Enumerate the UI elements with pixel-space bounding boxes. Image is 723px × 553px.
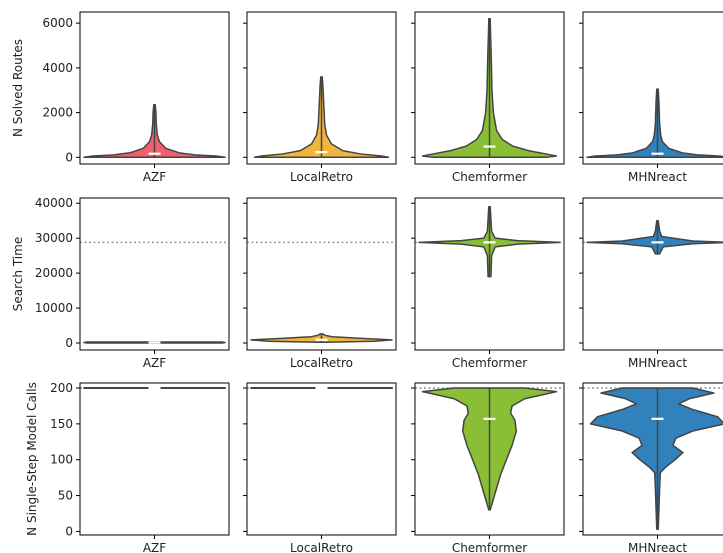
y-axis-label: N Single-Step Model Calls [25,382,39,536]
violin-mhnreact [586,219,723,255]
subplot-frame [246,197,397,351]
subplot-mhnreact: MHNreact [579,382,723,553]
y-axis-label: Search Time [11,237,25,311]
subplot-frame [79,197,230,351]
x-tick-label: Chemformer [452,541,527,553]
y-tick-label: 100 [50,453,73,467]
y-tick-label: 150 [50,417,73,431]
x-tick-label: LocalRetro [290,356,353,370]
subplot-chemformer: Chemformer [411,197,565,370]
y-tick-label: 30000 [35,231,73,245]
x-tick-label: LocalRetro [290,170,353,184]
subplot-frame [582,197,723,351]
subplot-azf: 0 50 100 150 200 AZF [50,381,230,553]
y-tick-label: 0 [65,336,73,350]
y-tick-label: 40000 [35,196,73,210]
y-tick-label: 20000 [35,266,73,280]
subplot-localretro: LocalRetro [243,382,397,553]
subplot-chemformer: Chemformer [411,382,565,553]
y-tick-label: 0 [65,524,73,538]
x-tick-label: MHNreact [628,541,687,553]
x-tick-label: LocalRetro [290,541,353,553]
y-tick-label: 10000 [35,301,73,315]
x-tick-label: AZF [143,541,166,553]
subplot-chemformer: Chemformer [411,11,565,184]
subplot-azf: 0 2000 4000 6000 AZF [42,11,230,184]
x-tick-label: AZF [143,356,166,370]
y-axis-label: N Solved Routes [11,39,25,137]
subplot-azf: 0 10000 20000 30000 40000 AZF [35,196,230,370]
subplot-frame [79,382,230,536]
violin-mhnreact [586,88,723,159]
subplot-localretro: LocalRetro [243,197,397,370]
x-tick-label: AZF [143,170,166,184]
x-tick-label: MHNreact [628,356,687,370]
y-tick-label: 200 [50,381,73,395]
x-tick-label: MHNreact [628,170,687,184]
subplot-frame [246,382,397,536]
y-tick-label: 6000 [42,16,73,30]
y-tick-label: 4000 [42,61,73,75]
subplot-mhnreact: MHNreact [579,197,723,370]
y-tick-label: 2000 [42,106,73,120]
subplot-mhnreact: MHNreact [579,11,723,184]
subplot-localretro: LocalRetro [243,11,397,184]
x-tick-label: Chemformer [452,170,527,184]
y-tick-label: 0 [65,150,73,164]
y-tick-label: 50 [58,489,73,503]
x-tick-label: Chemformer [452,356,527,370]
